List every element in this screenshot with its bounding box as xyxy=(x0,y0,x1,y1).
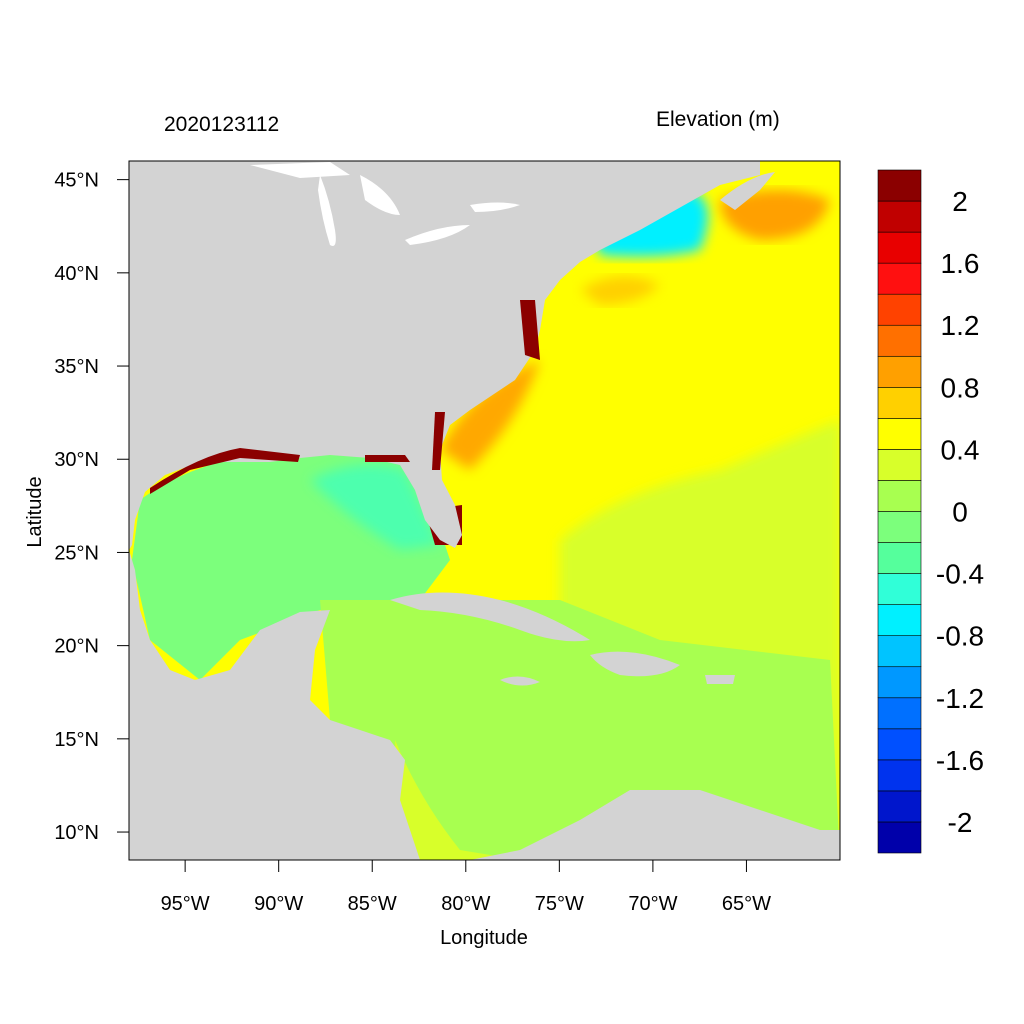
colorbar-tick-label: 0.8 xyxy=(941,372,980,403)
colorbar-swatch xyxy=(877,262,922,295)
map-panel xyxy=(129,161,840,860)
lake-huron xyxy=(360,175,400,215)
lon-tick-label: 85°W xyxy=(348,893,397,915)
land-layer xyxy=(129,161,840,860)
colorbar-swatch xyxy=(877,293,922,326)
lake-michigan xyxy=(318,175,336,246)
gulf-east-field xyxy=(310,464,440,550)
colorbar-tick-label: -1.2 xyxy=(936,683,984,714)
x-axis-label: Longitude xyxy=(440,927,528,949)
colorbar-swatch xyxy=(877,666,922,699)
lon-tick-label: 90°W xyxy=(254,893,303,915)
colorbar-swatch xyxy=(877,231,922,264)
colorbar-swatch xyxy=(877,697,922,730)
gulf-coast-surge xyxy=(150,448,300,494)
lon-tick-label: 95°W xyxy=(161,893,210,915)
nova-scotia-land xyxy=(720,172,775,210)
lat-tick-label: 10°N xyxy=(54,822,99,844)
colorbar xyxy=(877,169,922,854)
east-coast-surge xyxy=(432,412,445,470)
colorbar-swatch xyxy=(877,387,922,419)
colorbar-swatch xyxy=(877,418,922,450)
colorbar-tick-label: -0.4 xyxy=(936,559,984,590)
map-frame xyxy=(128,160,841,861)
colorbar-swatch xyxy=(877,324,922,357)
colorbar-swatch xyxy=(877,573,922,605)
colorbar-tick-label: 1.6 xyxy=(941,248,980,279)
chesapeake-surge xyxy=(520,300,540,360)
colorbar-swatch xyxy=(877,169,922,202)
lat-tick-label: 30°N xyxy=(54,449,99,471)
colorbar-tick-label: -0.8 xyxy=(936,621,984,652)
colorbar-swatch xyxy=(877,604,922,636)
date-stamp: 2020123112 xyxy=(164,113,280,136)
colorbar-tick-label: -2 xyxy=(948,807,973,838)
colorbar-swatch xyxy=(877,355,922,388)
jamaica-land xyxy=(500,676,540,686)
puerto-rico-land xyxy=(705,675,735,684)
longitude-ticks: 95°W 90°W 85°W 80°W 75°W 70°W 65°W xyxy=(161,860,771,915)
great-lakes-layer xyxy=(250,162,520,246)
colorbar-tick-label: 1.2 xyxy=(941,310,980,341)
cuba-land xyxy=(390,592,590,642)
colorbar-swatch xyxy=(877,821,922,854)
hispaniola-land xyxy=(590,651,680,677)
colorbar-swatch xyxy=(877,635,922,668)
lat-tick-label: 20°N xyxy=(54,636,99,658)
lon-tick-label: 80°W xyxy=(441,893,490,915)
mexico-land xyxy=(129,550,420,860)
lat-tick-label: 45°N xyxy=(54,170,99,192)
lon-tick-label: 75°W xyxy=(535,893,584,915)
variable-title: Elevation (m) xyxy=(656,108,780,131)
colorbar-swatch xyxy=(877,480,922,512)
latitude-ticks: 45°N 40°N 35°N 30°N 25°N 20°N 15°N 10°N xyxy=(54,170,129,844)
coastal-surge-marks xyxy=(150,300,540,494)
lat-tick-label: 15°N xyxy=(54,729,99,751)
colorbar-tick-label: 2 xyxy=(952,186,968,217)
offshore-high-field xyxy=(580,276,660,305)
y-axis-label: Latitude xyxy=(24,476,46,547)
lat-tick-label: 25°N xyxy=(54,542,99,564)
colorbar-swatch xyxy=(877,511,922,543)
carolina-shelf-field xyxy=(440,360,540,470)
lat-tick-label: 35°N xyxy=(54,356,99,378)
colorbar-swatch xyxy=(877,759,922,792)
colorbar-swatch xyxy=(877,790,922,823)
lat-tick-label: 40°N xyxy=(54,263,99,285)
scotian-shelf-field xyxy=(720,190,830,240)
lake-ontario xyxy=(470,202,520,212)
colorbar-tick-label: 0 xyxy=(952,497,968,528)
colorbar-swatch xyxy=(877,449,922,481)
colorbar-swatch xyxy=(877,728,922,761)
lake-superior xyxy=(250,162,350,178)
colorbar-swatch xyxy=(877,200,922,233)
colorbar-labels: 2 1.6 1.2 0.8 0.4 0 -0.4 -0.8 -1.2 -1.6 -2 xyxy=(936,186,984,838)
south-america-land xyxy=(470,790,840,860)
colorbar-tick-label: 0.4 xyxy=(941,434,980,465)
lon-tick-label: 65°W xyxy=(722,893,771,915)
caribbean-west-field xyxy=(395,740,520,860)
lon-tick-label: 70°W xyxy=(628,893,677,915)
florida-panhandle-surge xyxy=(365,455,410,462)
colorbar-tick-label: -1.6 xyxy=(936,745,984,776)
lake-erie xyxy=(405,225,470,245)
colorbar-swatch xyxy=(877,542,922,574)
north-america-land xyxy=(129,161,760,550)
